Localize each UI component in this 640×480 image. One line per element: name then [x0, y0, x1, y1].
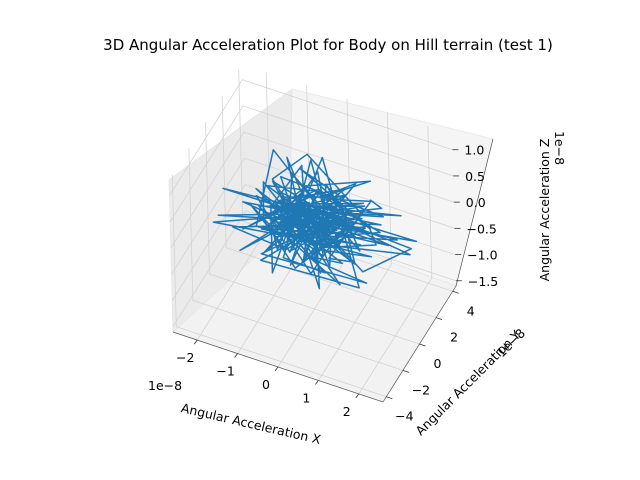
- x-tick: [315, 380, 319, 385]
- z-gridline: [171, 157, 455, 275]
- x-tick: [193, 339, 198, 345]
- z-offset-text: 1e−8: [552, 131, 567, 165]
- z-gridline: [170, 131, 454, 249]
- z-tick-label: −0.5: [466, 221, 496, 236]
- series-layer: [212, 149, 418, 290]
- x-tick: [274, 366, 279, 372]
- y-gridline: [188, 148, 404, 371]
- y-tick: [402, 369, 410, 373]
- y-tick: [419, 343, 426, 347]
- y-tick-label: −4: [395, 409, 413, 424]
- chart-title: 3D Angular Acceleration Plot for Body on…: [103, 36, 553, 54]
- y-gridline: [238, 69, 453, 292]
- y-tick: [386, 396, 393, 400]
- x-tick-label: −1: [216, 364, 234, 379]
- x-offset-text: 1e−8: [148, 378, 182, 393]
- z-tick-label: −1.5: [468, 274, 498, 289]
- z-tick-label: 1.0: [464, 143, 484, 158]
- x-tick: [234, 353, 238, 358]
- y-gridline: [221, 95, 437, 318]
- z-axis-label: Angular Acceleration Z: [537, 139, 552, 282]
- y-tick-label: 2: [450, 330, 458, 345]
- y-tick: [435, 317, 443, 321]
- y-tick: [452, 290, 459, 294]
- z-axis-line: [455, 138, 494, 287]
- y-tick-label: 4: [467, 303, 475, 318]
- z-gridline: [169, 79, 453, 196]
- y-gridline: [171, 174, 387, 398]
- x-tick: [355, 393, 360, 399]
- z-tick-label: 0.5: [465, 169, 485, 184]
- x-tick-label: 0: [262, 377, 270, 392]
- x-tick-label: 2: [343, 404, 351, 419]
- z-gridline: [172, 210, 457, 328]
- y-gridline: [205, 121, 420, 345]
- series-line: [212, 149, 418, 290]
- z-tick-label: 0.0: [466, 195, 486, 210]
- y-tick-label: 0: [434, 356, 442, 371]
- x-tick-label: 1: [302, 390, 310, 405]
- x-gridline: [358, 125, 433, 395]
- x-gridline: [318, 112, 392, 381]
- x-tick-label: −2: [176, 350, 194, 365]
- y-tick-label: −2: [412, 382, 430, 397]
- z-tick-label: −1.0: [467, 248, 497, 263]
- z-gridline: [169, 105, 454, 223]
